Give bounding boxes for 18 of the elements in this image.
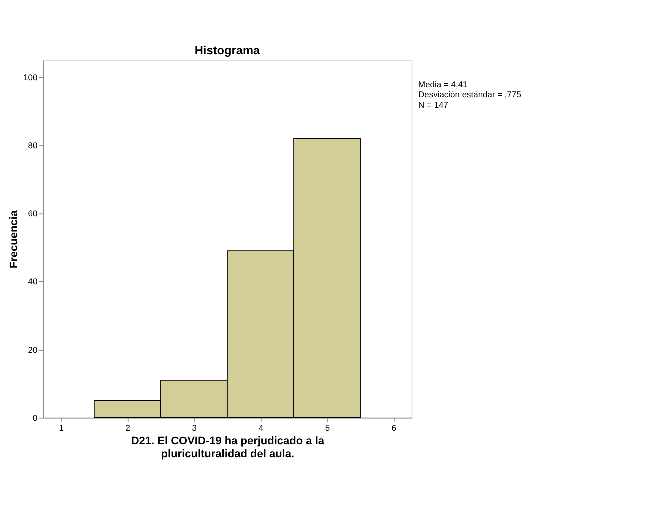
y-tick-label: 60 [28,208,38,219]
y-tick-label: 100 [24,72,38,82]
x-tick-label: 1 [59,423,64,434]
y-tick-label: 80 [28,140,38,150]
y-tick-label: 20 [28,344,38,355]
x-tick-label: 3 [192,423,198,434]
x-tick-label: 4 [258,423,264,434]
text: Media = 4,41 [418,79,468,90]
y-tick-label: 0 [32,412,38,423]
text: N = 147 [418,100,449,110]
text: Desviación estándar = ,775 [418,90,522,100]
chart-title: Histograma [194,43,261,58]
x-tick-label: 2 [126,423,131,434]
x-tick-label: 6 [392,423,397,434]
y-axis-title: Frecuencia [8,210,21,269]
x-axis-title: D21. El COVID-19 ha perjudicado a la pluriculturalidad del aula. [131,436,326,460]
x-tick-label: 5 [325,423,330,434]
y-tick-label: 40 [28,276,38,287]
